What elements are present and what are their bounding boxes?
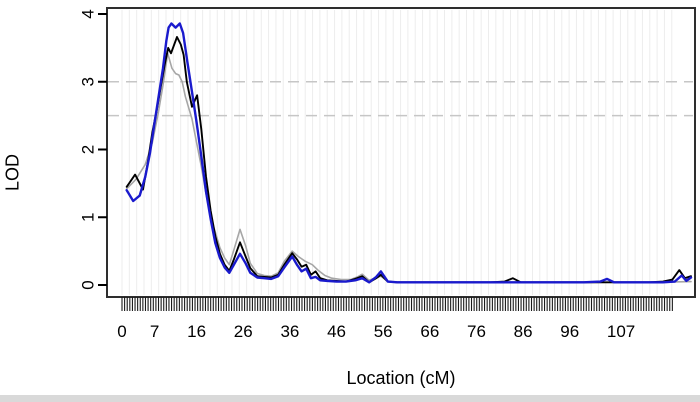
x-tick-label: 56: [374, 322, 393, 341]
x-axis-title: Location (cM): [346, 368, 456, 388]
y-tick-label: 1: [78, 213, 97, 222]
y-tick-label: 2: [78, 145, 97, 154]
lod-curve-blue: [125, 22, 693, 284]
x-tick-label: 46: [327, 322, 346, 341]
x-tick-label: 16: [187, 322, 206, 341]
lod-curve-gray: [125, 52, 692, 284]
lod-curve-black: [125, 36, 692, 284]
x-tick-label: 36: [280, 322, 299, 341]
x-tick-label: 76: [467, 322, 486, 341]
x-tick-label: 86: [514, 322, 533, 341]
window-bottom-edge: [0, 395, 700, 402]
y-tick-label: 3: [78, 77, 97, 86]
x-tick-label: 96: [560, 322, 579, 341]
y-axis-title: LOD: [2, 154, 23, 192]
x-tick-label: 107: [607, 322, 635, 341]
x-tick-label: 26: [234, 322, 253, 341]
x-tick-label: 0: [117, 322, 126, 341]
x-tick-label: 7: [150, 322, 159, 341]
y-tick-label: 0: [78, 280, 97, 289]
y-tick-label: 4: [78, 9, 97, 18]
x-tick-label: 66: [420, 322, 439, 341]
